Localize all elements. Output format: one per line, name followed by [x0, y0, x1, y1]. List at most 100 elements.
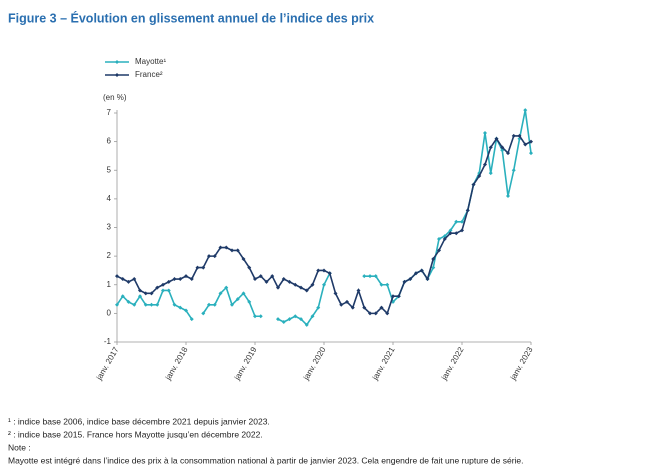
point-marker [304, 288, 309, 293]
point-marker [414, 271, 418, 276]
point-marker [178, 305, 183, 310]
point-marker [488, 145, 493, 150]
y-tick-label: 2 [107, 251, 112, 260]
point-marker [511, 168, 516, 173]
point-marker [316, 268, 321, 273]
point-marker [385, 311, 390, 316]
series-line [116, 289, 193, 320]
point-marker [373, 274, 378, 279]
footnote: ¹ : indice base 2006, indice base décemb… [8, 416, 270, 426]
point-marker [517, 133, 522, 138]
point-marker [166, 288, 171, 293]
series-line [202, 286, 261, 318]
point-marker [201, 265, 206, 270]
point-marker [483, 131, 487, 136]
point-marker [149, 302, 154, 307]
series-line [277, 272, 331, 327]
point-marker [155, 285, 160, 290]
point-marker [247, 265, 252, 270]
point-marker [178, 277, 183, 282]
y-tick-label: 3 [107, 223, 112, 232]
point-marker [529, 139, 533, 144]
point-marker [172, 302, 177, 307]
point-marker [143, 291, 148, 296]
legend-label: France² [135, 70, 163, 79]
point-marker [253, 277, 257, 282]
point-marker [488, 171, 493, 176]
x-tick-label: janv. 2021 [370, 345, 397, 382]
y-tick-label: 7 [107, 108, 112, 117]
point-marker [310, 314, 315, 319]
point-marker [448, 228, 453, 233]
point-marker [115, 274, 119, 279]
point-marker [379, 305, 384, 310]
legend-marker [115, 73, 119, 77]
point-marker [241, 291, 246, 296]
chart-title: Figure 3 – Évolution en glissement annue… [8, 10, 374, 25]
point-marker [143, 302, 148, 307]
point-marker [235, 297, 240, 302]
point-marker [230, 302, 234, 307]
point-marker [235, 248, 240, 253]
footnote: Mayotte est intégré dans l’indice des pr… [8, 455, 524, 465]
point-marker [425, 277, 430, 282]
point-marker [287, 279, 292, 284]
footnote: Note : [8, 442, 31, 452]
point-marker [391, 294, 395, 299]
point-marker [218, 291, 223, 296]
x-tick-label: janv. 2023 [508, 345, 535, 382]
point-marker [373, 311, 378, 316]
point-marker [396, 294, 401, 299]
y-tick-label: 6 [107, 137, 112, 146]
point-marker [299, 285, 303, 290]
point-marker [385, 282, 390, 287]
point-marker [322, 268, 326, 273]
point-marker [437, 248, 441, 253]
point-marker [195, 265, 200, 270]
point-marker [126, 299, 131, 304]
point-marker [316, 305, 321, 310]
point-marker [281, 319, 286, 324]
legend-marker [115, 60, 119, 64]
point-marker [126, 279, 131, 284]
point-marker [402, 279, 407, 284]
point-marker [454, 231, 459, 236]
point-marker [494, 136, 499, 141]
point-marker [138, 294, 142, 299]
legend-label: Mayotte¹ [135, 57, 166, 66]
point-marker [442, 236, 447, 241]
point-marker [276, 317, 280, 322]
point-marker [241, 256, 246, 261]
point-marker [212, 254, 217, 259]
point-marker [500, 145, 505, 150]
point-marker [322, 282, 326, 287]
point-marker [155, 302, 160, 307]
point-marker [529, 151, 533, 156]
point-marker [161, 282, 165, 287]
point-marker [189, 277, 194, 282]
footnote: ² : indice base 2015. France hors Mayott… [8, 429, 263, 439]
y-tick-label: 1 [107, 280, 112, 289]
point-marker [247, 299, 252, 304]
point-marker [293, 314, 298, 319]
series-line [364, 109, 532, 304]
point-marker [506, 151, 510, 156]
point-marker [166, 279, 171, 284]
point-marker [293, 282, 298, 287]
point-marker [224, 285, 229, 290]
point-marker [161, 288, 165, 293]
point-marker [408, 277, 413, 282]
point-marker [201, 311, 206, 316]
point-marker [431, 265, 436, 270]
point-marker [379, 282, 384, 287]
point-marker [523, 108, 528, 113]
point-marker [460, 228, 464, 233]
point-marker [224, 245, 229, 250]
point-marker [132, 302, 137, 307]
point-marker [506, 194, 510, 199]
point-marker [460, 219, 464, 224]
point-marker [362, 305, 367, 310]
x-tick-label: janv. 2017 [94, 345, 121, 382]
